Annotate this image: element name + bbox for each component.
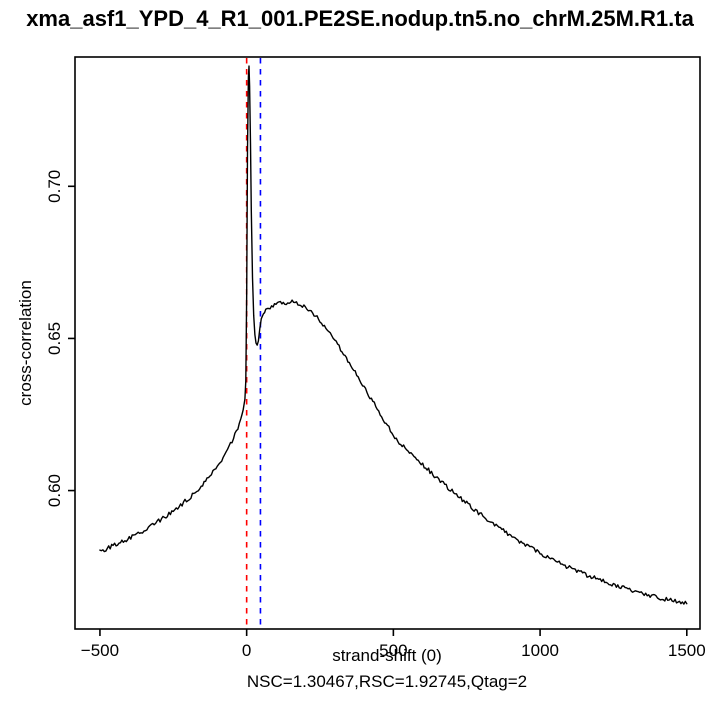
x-tick-label: 500 [379,641,407,660]
y-tick-label: 0.65 [45,322,64,355]
plot-border [74,56,701,630]
x-tick-label: 1500 [668,641,706,660]
x-tick-label: −500 [81,641,119,660]
x-tick-label: 0 [242,641,251,660]
qc-metrics-subtitle: NSC=1.30467,RSC=1.92745,Qtag=2 [246,672,528,691]
plot-title: xma_asf1_YPD_4_R1_001.PE2SE.nodup.tn5.no… [26,6,694,31]
x-axis-label: strand-shift (0) [332,646,442,665]
x-tick-label: 1000 [521,641,559,660]
y-axis-label: cross-correlation [16,280,35,406]
correlation-curve [99,65,688,605]
y-tick-label: 0.60 [45,474,64,507]
y-tick-label: 0.70 [45,170,64,203]
